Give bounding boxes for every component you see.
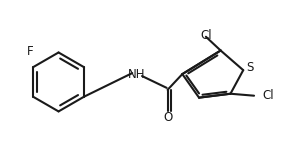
Text: O: O <box>163 111 172 124</box>
Text: Cl: Cl <box>262 89 273 102</box>
Text: S: S <box>246 61 254 74</box>
Text: NH: NH <box>127 68 145 81</box>
Text: F: F <box>27 45 33 58</box>
Text: Cl: Cl <box>200 29 212 42</box>
